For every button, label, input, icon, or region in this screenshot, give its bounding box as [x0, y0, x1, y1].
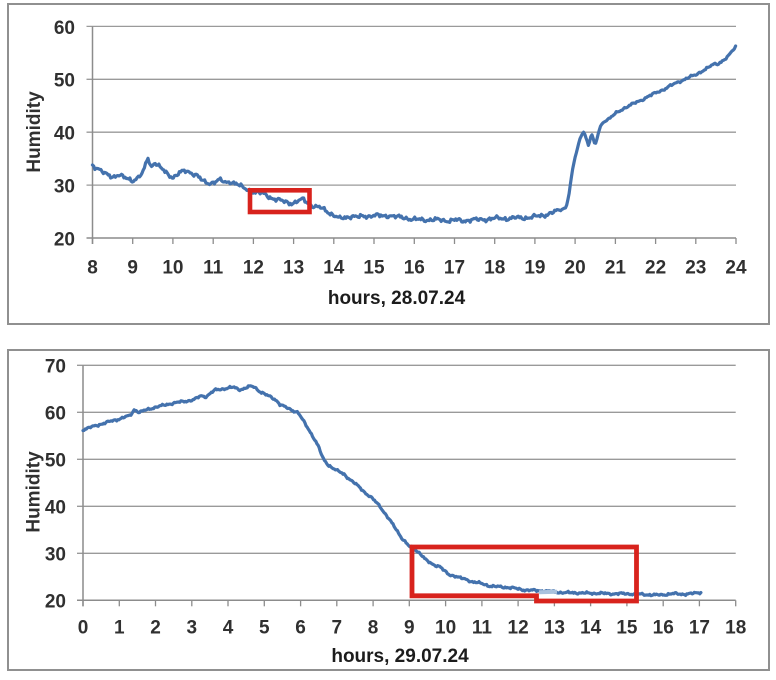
svg-text:9: 9	[404, 618, 415, 639]
svg-text:11: 11	[203, 258, 224, 279]
svg-text:7: 7	[332, 618, 343, 639]
svg-text:10: 10	[435, 618, 456, 639]
svg-text:16: 16	[653, 618, 674, 639]
svg-text:50: 50	[54, 71, 75, 92]
svg-text:18: 18	[725, 618, 746, 639]
svg-text:20: 20	[54, 229, 75, 250]
svg-text:15: 15	[363, 258, 385, 279]
svg-text:17: 17	[444, 258, 465, 279]
svg-text:13: 13	[283, 258, 304, 279]
svg-text:30: 30	[54, 177, 75, 198]
svg-text:24: 24	[725, 258, 747, 279]
svg-text:20: 20	[565, 258, 586, 279]
svg-text:5: 5	[259, 618, 270, 639]
svg-text:21: 21	[605, 258, 627, 279]
svg-text:13: 13	[544, 618, 565, 639]
svg-text:14: 14	[580, 618, 602, 639]
svg-text:20: 20	[45, 592, 66, 613]
svg-text:Humidity: Humidity	[24, 451, 45, 533]
svg-text:8: 8	[87, 258, 98, 279]
svg-text:4: 4	[223, 618, 234, 639]
svg-text:14: 14	[323, 258, 345, 279]
svg-text:10: 10	[162, 258, 183, 279]
svg-text:30: 30	[45, 545, 66, 566]
svg-text:22: 22	[645, 258, 666, 279]
svg-text:6: 6	[295, 618, 306, 639]
svg-text:9: 9	[127, 258, 138, 279]
svg-text:18: 18	[484, 258, 505, 279]
svg-text:hours, 29.07.24: hours, 29.07.24	[331, 646, 469, 667]
svg-text:hours, 28.07.24: hours, 28.07.24	[328, 288, 466, 309]
svg-text:11: 11	[472, 618, 493, 639]
svg-text:40: 40	[45, 498, 66, 519]
svg-text:60: 60	[45, 404, 66, 425]
svg-text:0: 0	[78, 618, 89, 639]
svg-text:19: 19	[524, 258, 545, 279]
svg-text:15: 15	[616, 618, 638, 639]
svg-text:8: 8	[368, 618, 379, 639]
svg-text:Humidity: Humidity	[24, 91, 45, 173]
svg-text:16: 16	[404, 258, 425, 279]
svg-text:3: 3	[187, 618, 198, 639]
svg-text:1: 1	[114, 618, 125, 639]
svg-text:2: 2	[150, 618, 161, 639]
svg-text:12: 12	[508, 618, 529, 639]
svg-text:23: 23	[685, 258, 706, 279]
svg-text:60: 60	[54, 18, 75, 39]
svg-text:70: 70	[45, 357, 66, 378]
svg-text:40: 40	[54, 124, 75, 145]
svg-text:17: 17	[689, 618, 710, 639]
svg-text:12: 12	[243, 258, 264, 279]
svg-text:50: 50	[45, 451, 66, 472]
